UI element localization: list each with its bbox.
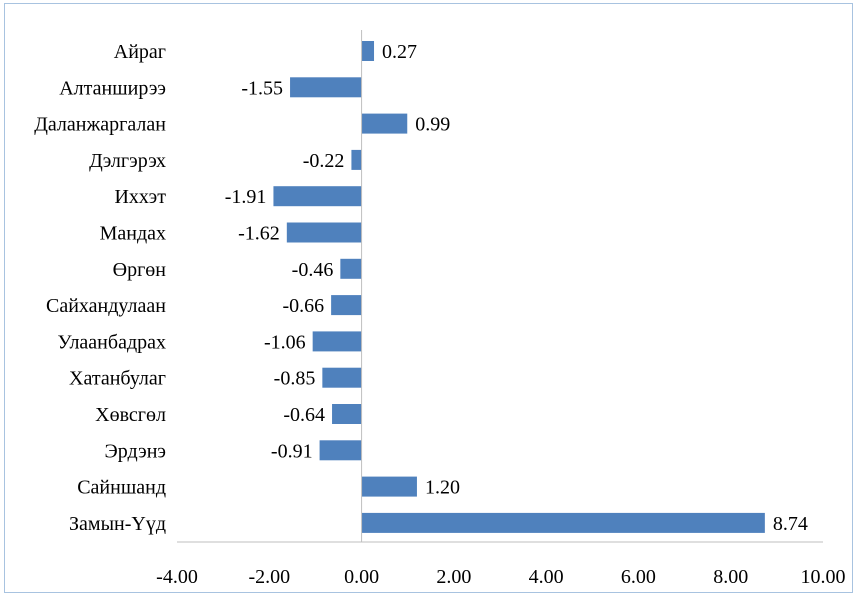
bar <box>331 295 362 316</box>
bar <box>361 41 375 61</box>
x-tick-label: 8.00 <box>713 566 748 588</box>
x-tick-label: 10.00 <box>801 566 846 588</box>
bar <box>286 222 362 243</box>
bars-group <box>273 41 765 533</box>
x-tick-label: 0.00 <box>344 566 379 588</box>
category-labels-group: Айраг Алтанширээ Даланжаргалан Дэлгэрэх Иххэ… <box>34 41 166 535</box>
value-label: 8.74 <box>773 513 808 535</box>
category-label: Замын-Үүд <box>69 513 166 535</box>
value-label: 0.99 <box>415 114 450 136</box>
value-label: -1.06 <box>264 331 306 353</box>
value-label: -1.55 <box>241 77 283 99</box>
value-label: -1.91 <box>225 186 267 208</box>
value-label: -0.22 <box>303 150 345 172</box>
bar <box>322 367 362 388</box>
category-label: Алтанширээ <box>59 77 166 99</box>
category-label: Айраг <box>114 41 166 63</box>
x-tick-labels-group: -4.00 -2.00 0.00 2.00 4.00 6.00 8.00 10.00 <box>156 566 845 588</box>
x-tick-label: -4.00 <box>156 566 198 588</box>
bar <box>361 476 417 497</box>
category-label: Улаанбадрах <box>58 331 166 353</box>
value-label: -0.85 <box>274 368 316 390</box>
bar <box>361 512 765 533</box>
value-labels-group: 0.27 -1.55 0.99 -0.22 -1.91 -1.62 -0.46 -0.66 -1… <box>225 41 808 535</box>
value-label: -0.64 <box>283 404 325 426</box>
bar <box>319 440 362 461</box>
category-label: Иххэт <box>114 186 166 208</box>
category-label: Өргөн <box>113 259 167 281</box>
value-label: -1.62 <box>238 223 280 245</box>
x-tick-label: 2.00 <box>436 566 471 588</box>
x-tick-label: 6.00 <box>621 566 656 588</box>
bar <box>290 77 362 98</box>
category-label: Даланжаргалан <box>34 114 166 136</box>
bar <box>332 404 362 424</box>
category-label: Хатанбулаг <box>69 368 166 390</box>
value-label: -0.46 <box>292 259 334 281</box>
bar <box>361 113 408 134</box>
bar <box>312 331 362 352</box>
value-label: -0.66 <box>282 295 324 317</box>
chart-frame <box>4 3 853 593</box>
category-label: Дэлгэрэх <box>89 150 166 172</box>
x-tick-label: -2.00 <box>248 566 290 588</box>
bar <box>351 149 362 170</box>
category-label: Эрдэнэ <box>105 440 166 462</box>
value-label: -0.91 <box>271 440 313 462</box>
value-label: 1.20 <box>425 477 460 499</box>
bar <box>340 258 362 279</box>
category-label: Мандах <box>100 223 166 245</box>
bar <box>273 186 362 207</box>
value-label: 0.27 <box>382 41 417 63</box>
category-label: Хөвсгөл <box>95 404 166 426</box>
x-tick-label: 4.00 <box>529 566 564 588</box>
category-label: Сайншанд <box>77 477 166 499</box>
category-label: Сайхандулаан <box>46 295 166 317</box>
